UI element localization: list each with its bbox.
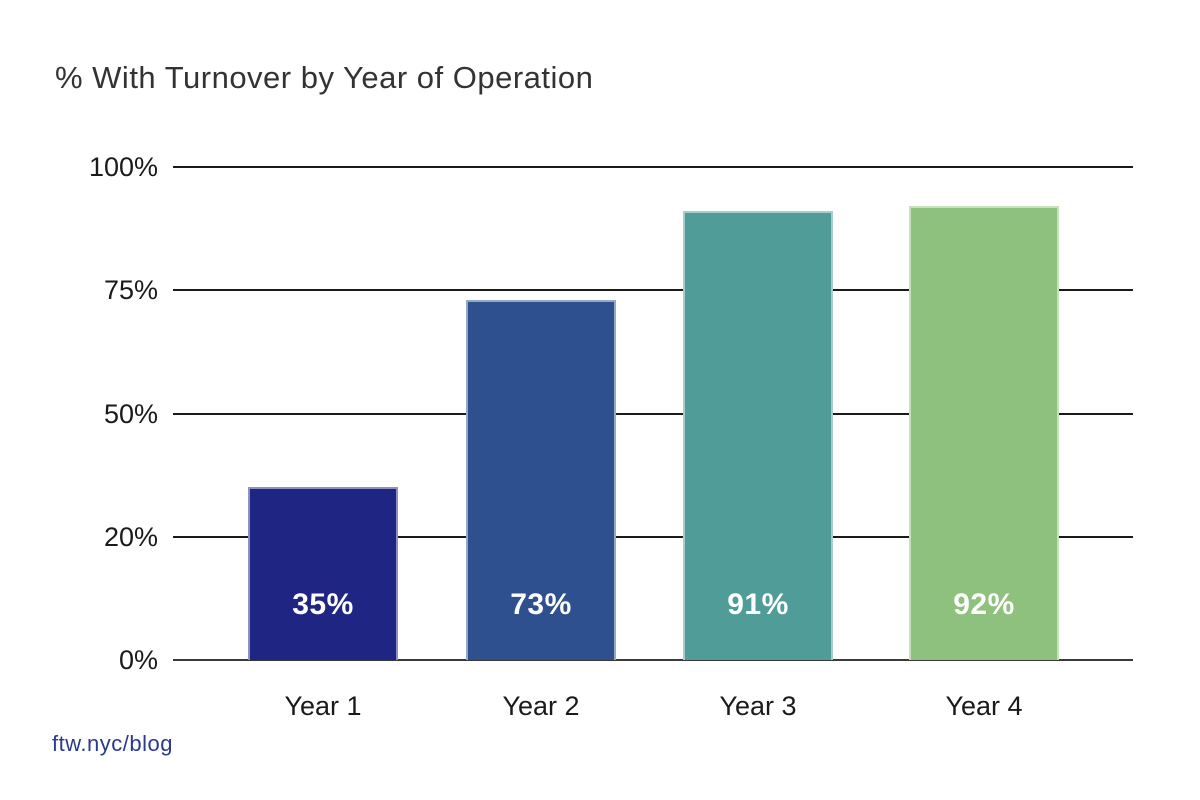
gridline-100pct: [173, 166, 1133, 168]
y-axis-tick-label: 100%: [88, 152, 158, 182]
bar-value-label: 73%: [510, 588, 572, 621]
gridline-50pct: [173, 413, 1133, 415]
bar-value-label: 91%: [727, 588, 789, 621]
x-axis-category-label: Year 1: [284, 691, 362, 721]
bar-year-1: 35%: [248, 487, 398, 660]
x-axis-category-label: Year 3: [719, 691, 797, 721]
y-axis-tick-label: 20%: [103, 522, 158, 552]
footer-blog-link[interactable]: ftw.nyc/blog: [52, 731, 173, 756]
gridline-75pct: [173, 289, 1133, 291]
x-axis-category-label: Year 2: [502, 691, 580, 721]
gridline-20pct: [173, 536, 1133, 538]
bar-value-label: 35%: [292, 588, 354, 621]
bar-year-3: 91%: [683, 211, 833, 660]
gridline-0pct: [173, 659, 1133, 661]
y-axis-tick-label: 0%: [118, 645, 158, 675]
y-axis-tick-label: 75%: [103, 275, 158, 305]
x-axis-category-label: Year 4: [945, 691, 1023, 721]
bar-value-label: 92%: [953, 588, 1015, 621]
y-axis-tick-label: 50%: [103, 399, 158, 429]
bar-year-4: 92%: [909, 206, 1059, 660]
plot-area: 100% 75% 50% 20% 0% 35% Year 1 73% Year 2 91% Year…: [89, 152, 1133, 721]
bar-year-2: 73%: [466, 300, 616, 660]
chart-title: % With Turnover by Year of Operation: [55, 60, 594, 95]
